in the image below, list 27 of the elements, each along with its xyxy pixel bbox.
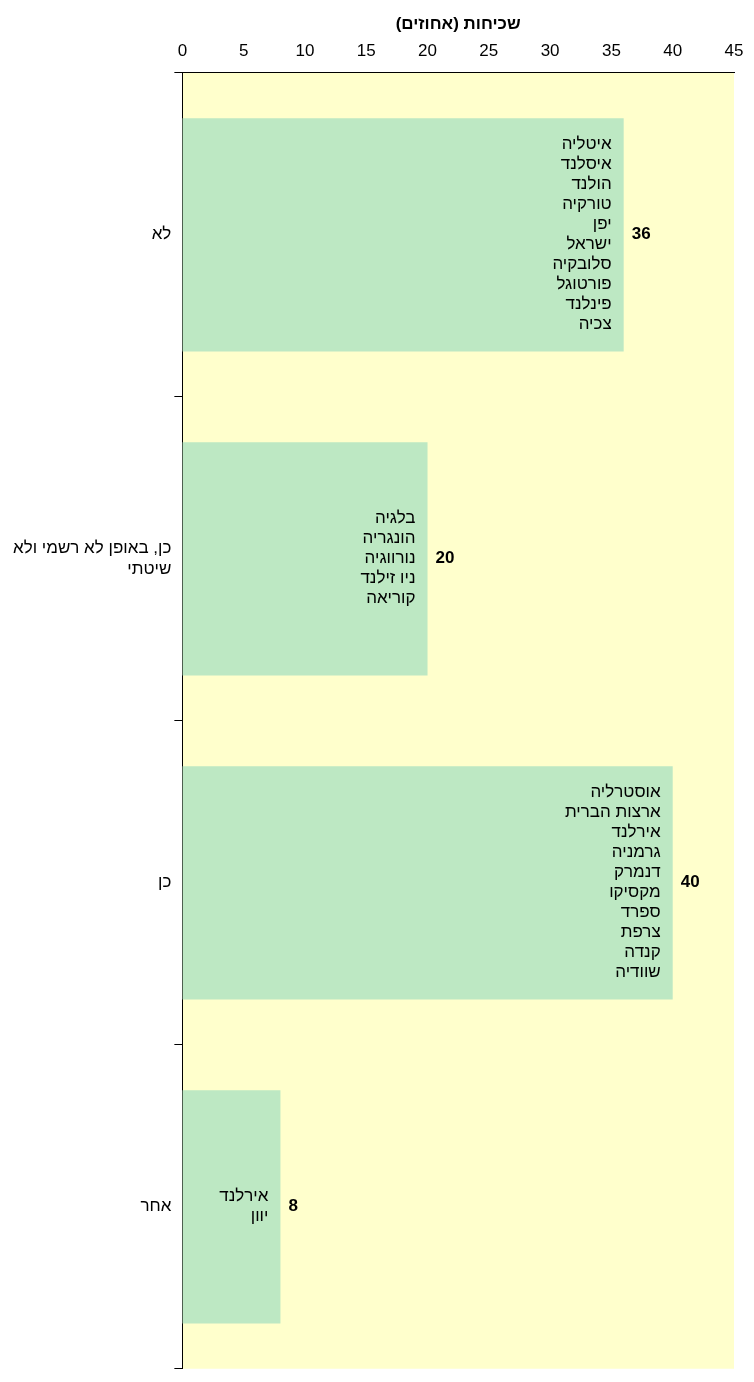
data-label: 40 <box>680 872 700 892</box>
bar <box>182 442 428 676</box>
bar <box>182 766 673 1000</box>
y-tick-label: כן <box>158 872 172 892</box>
x-tick-label: 30 <box>540 41 560 61</box>
data-label: 8 <box>288 1196 298 1216</box>
bar <box>182 1090 281 1324</box>
annotation: אירלנד יוון <box>219 1186 269 1226</box>
y-axis-title: שכיחות (אחוזים) <box>395 13 521 33</box>
x-tick-label: 5 <box>238 41 249 61</box>
text: אוסטרליה ארצות הברית אירלנד גרמניה דנמרק מקסיקו ספרד צרפת קנדה שוודיה <box>564 782 661 982</box>
bar <box>182 118 624 352</box>
x-tick-label: 15 <box>356 41 376 61</box>
x-tick-label: 45 <box>724 41 744 61</box>
x-tick-label: 40 <box>663 41 683 61</box>
x-tick-label: 25 <box>479 41 499 61</box>
x-tick-label: 20 <box>418 41 437 61</box>
x-tick-label: 35 <box>601 41 621 61</box>
data-label: 36 <box>631 224 651 244</box>
y-tick-label: לא <box>151 224 172 244</box>
y-tick-label: כן, באופן לא רשמי ולא שיטתי <box>12 538 172 578</box>
data-label: 20 <box>435 548 455 568</box>
x-tick-label: 0 <box>177 41 188 61</box>
x-tick-label: 10 <box>295 41 315 61</box>
annotation: בלגיה הונגריה נורווגיה ניו זילנד קוריאה <box>360 508 416 608</box>
y-tick-label: אחר <box>140 1196 172 1216</box>
text: איטליה איסלנד הולנד טורקיה יפן ישראל סלובקיה פורטוגל פינלנד צכיה <box>552 134 612 334</box>
